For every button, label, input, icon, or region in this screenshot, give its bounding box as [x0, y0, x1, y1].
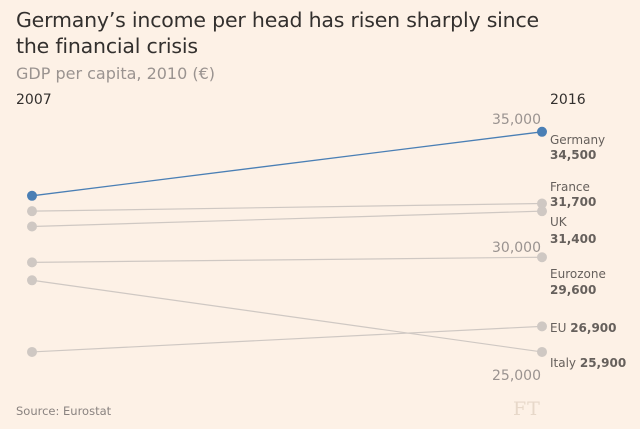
- point-start-eu: [27, 346, 37, 357]
- point-start-france: [27, 206, 37, 217]
- series-line-france: [31, 202, 543, 212]
- y-tick-label: 30,000: [492, 240, 541, 256]
- series-label-italy: Italy 25,900: [550, 356, 626, 370]
- series-label-eurozone: Eurozone: [550, 267, 606, 281]
- year-labels: 2007 2016: [16, 92, 586, 108]
- series-lines: [31, 131, 543, 353]
- point-start-uk: [27, 221, 37, 232]
- series-line-uk: [31, 210, 543, 228]
- point-end-germany: [537, 126, 547, 137]
- year-label-end: 2016: [550, 92, 586, 108]
- point-start-italy: [27, 275, 37, 286]
- series-value-label-uk: 31,400: [550, 232, 596, 246]
- point-start-eurozone: [27, 257, 37, 268]
- year-label-start: 2007: [16, 92, 52, 108]
- series-value-label-germany: 34,500: [550, 148, 596, 162]
- chart-title: Germany’s income per head has risen shar…: [16, 8, 539, 58]
- point-end-france: [537, 198, 547, 209]
- series-label-france: France: [550, 180, 590, 194]
- series-label-uk: UK: [550, 215, 568, 229]
- series-label-germany: Germany: [550, 133, 605, 147]
- point-end-eu: [537, 321, 547, 332]
- point-start-germany: [27, 190, 37, 201]
- chart-subtitle: GDP per capita, 2010 (€): [16, 64, 216, 83]
- y-tick-label: 35,000: [492, 112, 541, 128]
- y-axis-ticks: 35,000 30,000 25,000: [492, 112, 541, 384]
- point-end-uk: [537, 206, 547, 217]
- ft-logo: FT: [513, 398, 541, 420]
- series-line-italy: [31, 279, 543, 353]
- series-name-eu: EU: [550, 321, 570, 335]
- y-tick-label: 25,000: [492, 368, 541, 384]
- point-end-italy: [537, 346, 547, 357]
- series-label-eu: EU 26,900: [550, 321, 617, 335]
- point-end-eurozone: [537, 252, 547, 263]
- series-value-label-eu: 26,900: [570, 321, 616, 335]
- series-line-eurozone: [31, 256, 543, 263]
- series-value-label-italy: 25,900: [580, 356, 626, 370]
- series-value-label-eurozone: 29,600: [550, 283, 596, 297]
- series-line-eu: [31, 325, 543, 353]
- series-name-italy: Italy: [550, 356, 580, 370]
- series-line-germany: [31, 131, 543, 197]
- series-value-label-france: 31,700: [550, 195, 596, 209]
- series-points: [27, 126, 547, 357]
- source-note: Source: Eurostat: [16, 404, 112, 418]
